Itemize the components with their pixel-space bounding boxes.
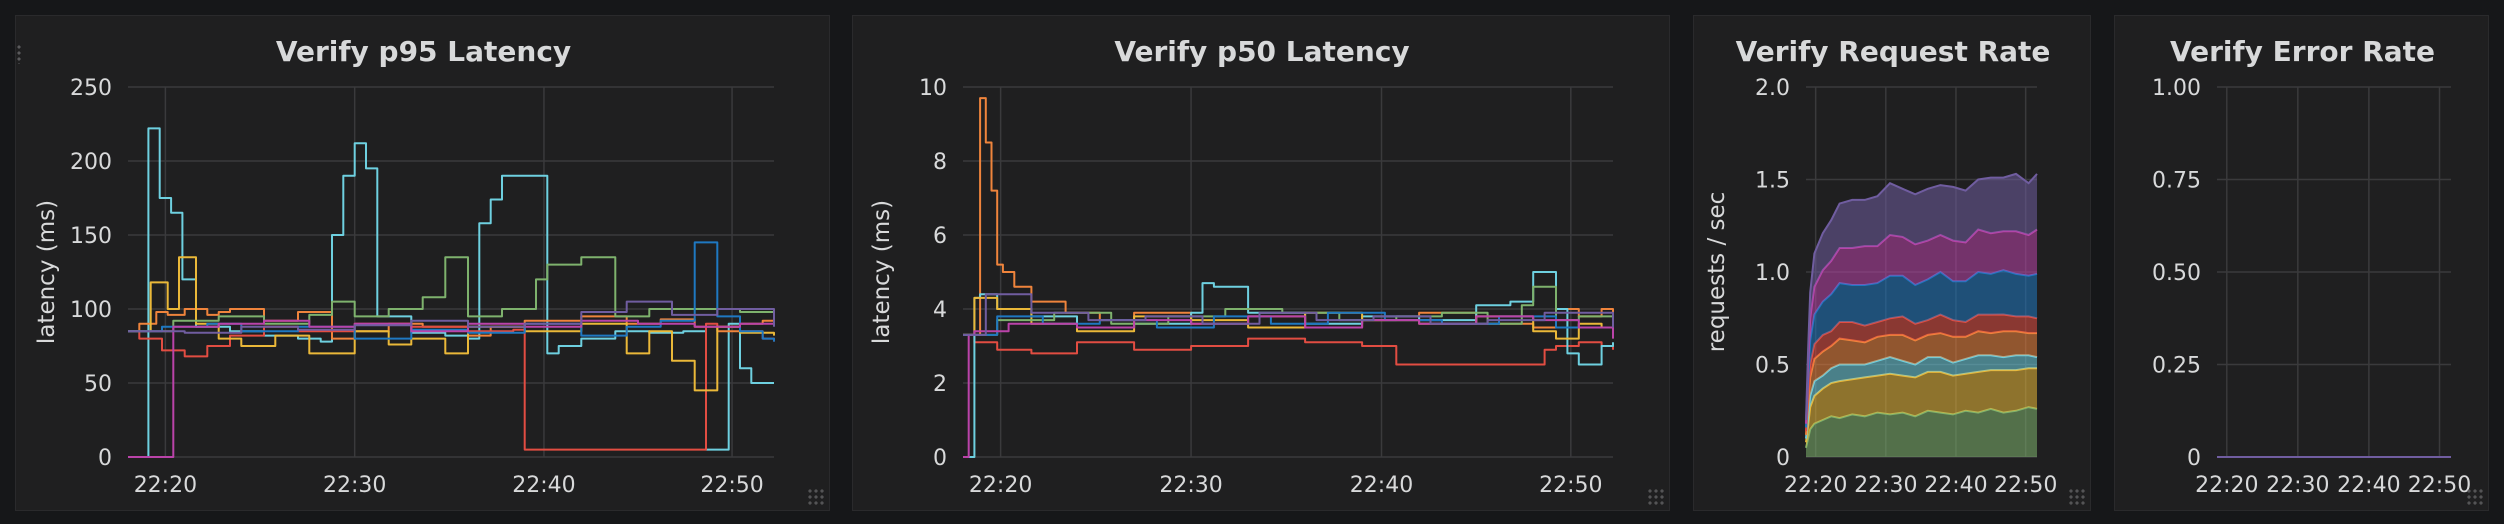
y-axis-label: latency (ms) — [869, 200, 895, 344]
panel-title[interactable]: Verify Request Rate — [1736, 35, 2051, 68]
y-tick-label: 1.5 — [1755, 169, 1790, 194]
y-tick-label: 150 — [70, 224, 112, 249]
series-line — [128, 300, 775, 334]
series-area — [1806, 355, 2037, 443]
x-tick-label: 22:30 — [1159, 473, 1222, 498]
series-area — [1806, 331, 2037, 439]
x-tick-label: 22:50 — [2408, 473, 2471, 498]
x-tick-label: 22:40 — [1924, 473, 1987, 498]
series-line — [963, 333, 1614, 366]
y-tick-label: 0 — [1776, 446, 1790, 471]
y-tick-label: 1.0 — [1755, 261, 1790, 286]
series-area — [1806, 407, 2037, 457]
series-line — [963, 293, 1614, 336]
y-tick-label: 0 — [933, 446, 947, 471]
y-tick-label: 0.75 — [2152, 169, 2201, 194]
panel-p95-latency: Verify p95 Latency 0 50 100 150 200 250 22:20 22… — [15, 15, 830, 511]
series-area — [1806, 368, 2037, 448]
panel-title[interactable]: Verify p50 Latency — [1114, 35, 1409, 68]
panel-title[interactable]: Verify p95 Latency — [276, 35, 571, 68]
y-tick-label: 0 — [2187, 446, 2201, 471]
series-line — [133, 127, 774, 458]
series-area — [1806, 229, 2037, 428]
series-line — [128, 322, 775, 451]
y-tick-label: 2 — [933, 372, 947, 397]
x-tick-label: 22:50 — [1539, 473, 1602, 498]
x-tick-label: 22:40 — [1350, 473, 1413, 498]
resize-handle[interactable] — [2466, 488, 2484, 506]
series-line — [963, 296, 1614, 340]
series-group — [128, 127, 775, 458]
series-line — [128, 256, 775, 333]
y-tick-label: 0.50 — [2152, 261, 2201, 286]
y-axis-label: requests / sec — [1704, 192, 1730, 353]
drag-handle[interactable] — [16, 44, 23, 64]
chart-request-rate: Verify Request Rate 0 0.5 1.0 1.5 2.0 22:20 22:… — [1704, 35, 2057, 498]
panel-request-rate: Verify Request Rate 0 0.5 1.0 1.5 2.0 22:20 22:… — [1693, 15, 2091, 511]
resize-handle[interactable] — [2068, 488, 2086, 506]
series-line — [1805, 172, 2038, 421]
y-tick-label: 0 — [98, 446, 112, 471]
series-group — [963, 97, 1614, 458]
y-tick-label: 2.0 — [1755, 76, 1790, 101]
resize-handle[interactable] — [1647, 488, 1665, 506]
y-tick-label: 1.00 — [2152, 76, 2201, 101]
y-tick-label: 10 — [919, 76, 947, 101]
y-tick-label: 0.5 — [1755, 354, 1790, 379]
series-area — [1806, 173, 2037, 424]
chart-error-rate: Verify Error Rate 0 0.25 0.50 0.75 1.00 22:20 2… — [2152, 35, 2471, 498]
x-tick-label: 22:20 — [2195, 473, 2258, 498]
series-area — [1806, 314, 2037, 435]
series-line — [128, 319, 775, 458]
x-tick-label: 22:30 — [323, 473, 386, 498]
y-tick-label: 8 — [933, 150, 947, 175]
panel-error-rate: Verify Error Rate 0 0.25 0.50 0.75 1.00 22:20 2… — [2114, 15, 2489, 511]
y-tick-label: 6 — [933, 224, 947, 249]
x-tick-label: 22:30 — [1854, 473, 1917, 498]
x-tick-label: 22:20 — [1784, 473, 1847, 498]
x-tick-label: 22:20 — [134, 473, 197, 498]
y-tick-label: 4 — [933, 298, 947, 323]
series-line — [1805, 228, 2038, 424]
x-tick-label: 22:50 — [700, 473, 763, 498]
series-line — [963, 97, 1614, 336]
y-tick-label: 200 — [70, 150, 112, 175]
series-line — [963, 315, 1614, 458]
y-tick-label: 0.25 — [2152, 354, 2201, 379]
series-area — [1806, 270, 2037, 432]
chart-p50-latency: Verify p50 Latency 0 2 4 6 8 10 22:20 22:30 22:40… — [869, 35, 1614, 498]
x-tick-label: 22:30 — [2266, 473, 2329, 498]
y-tick-label: 50 — [84, 372, 112, 397]
panel-title[interactable]: Verify Error Rate — [2170, 35, 2435, 68]
x-tick-label: 22:40 — [2337, 473, 2400, 498]
resize-handle[interactable] — [807, 488, 825, 506]
chart-p95-latency: Verify p95 Latency 0 50 100 150 200 250 22:20 22… — [34, 35, 775, 498]
x-tick-label: 22:20 — [969, 473, 1032, 498]
series-group — [1805, 172, 2038, 457]
y-axis-label: latency (ms) — [34, 200, 60, 344]
y-tick-label: 100 — [70, 298, 112, 323]
x-tick-label: 22:50 — [1994, 473, 2057, 498]
panel-p50-latency: Verify p50 Latency 0 2 4 6 8 10 22:20 22:30 22:40… — [852, 15, 1670, 511]
y-tick-label: 250 — [70, 76, 112, 101]
x-tick-label: 22:40 — [512, 473, 575, 498]
